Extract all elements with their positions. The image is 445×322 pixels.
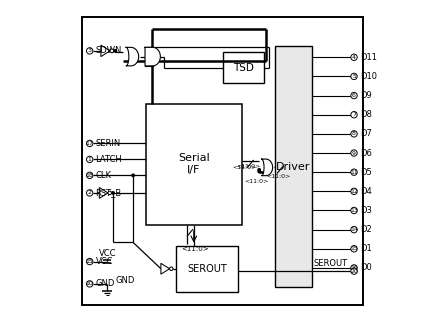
Text: 7: 7 xyxy=(352,112,356,117)
Circle shape xyxy=(351,268,357,274)
Text: SDWN: SDWN xyxy=(95,46,122,55)
Text: SEROUT: SEROUT xyxy=(313,259,348,268)
Text: <11:0>: <11:0> xyxy=(266,175,290,179)
Text: 5: 5 xyxy=(352,74,356,79)
Polygon shape xyxy=(101,45,110,57)
Circle shape xyxy=(351,111,357,118)
Polygon shape xyxy=(145,47,160,66)
Text: VCC: VCC xyxy=(95,257,113,266)
Text: 12: 12 xyxy=(350,189,358,194)
Text: SEROUT: SEROUT xyxy=(187,264,227,274)
Text: 4: 4 xyxy=(352,55,356,60)
Circle shape xyxy=(111,191,115,195)
Text: D2: D2 xyxy=(360,225,372,234)
Text: 15: 15 xyxy=(350,246,358,251)
Circle shape xyxy=(108,191,111,195)
Text: 2: 2 xyxy=(88,190,92,195)
Text: 16: 16 xyxy=(350,265,358,270)
Text: D1: D1 xyxy=(360,244,372,253)
Circle shape xyxy=(86,172,93,179)
Text: TSD: TSD xyxy=(233,62,254,73)
Bar xyxy=(146,104,242,225)
Text: 10: 10 xyxy=(86,281,93,286)
Circle shape xyxy=(86,258,93,265)
Circle shape xyxy=(351,207,357,214)
Text: 18: 18 xyxy=(86,173,93,178)
Circle shape xyxy=(86,140,93,147)
Text: D4: D4 xyxy=(360,187,372,196)
Text: GND: GND xyxy=(95,279,115,289)
Text: D11: D11 xyxy=(360,53,377,62)
Text: D3: D3 xyxy=(360,206,372,215)
Circle shape xyxy=(351,150,357,156)
Text: <11:0>: <11:0> xyxy=(237,164,261,169)
Text: <11:0>: <11:0> xyxy=(232,165,256,170)
Text: 3: 3 xyxy=(88,48,92,53)
Text: D7: D7 xyxy=(360,129,372,138)
Text: 1: 1 xyxy=(88,157,92,162)
Circle shape xyxy=(86,190,93,196)
Text: D6: D6 xyxy=(360,148,372,157)
Circle shape xyxy=(351,169,357,175)
Text: <11:0>: <11:0> xyxy=(245,179,269,184)
Text: D8: D8 xyxy=(360,110,372,119)
Circle shape xyxy=(351,226,357,233)
Circle shape xyxy=(351,54,357,61)
Circle shape xyxy=(170,267,173,270)
Text: Driver: Driver xyxy=(276,162,311,172)
Text: 8: 8 xyxy=(352,131,356,136)
Circle shape xyxy=(110,49,114,53)
Text: <11:0>: <11:0> xyxy=(182,246,209,252)
Text: D0: D0 xyxy=(360,263,372,272)
Text: GND: GND xyxy=(115,276,135,285)
Bar xyxy=(222,52,264,83)
Circle shape xyxy=(351,188,357,194)
Text: LATCH: LATCH xyxy=(95,155,122,164)
Circle shape xyxy=(257,170,261,174)
Text: CLK: CLK xyxy=(95,171,111,180)
Text: 14: 14 xyxy=(350,227,358,232)
Text: 11: 11 xyxy=(350,170,358,175)
Circle shape xyxy=(351,131,357,137)
Polygon shape xyxy=(262,159,273,176)
Circle shape xyxy=(257,168,261,172)
Circle shape xyxy=(86,156,93,163)
Circle shape xyxy=(351,246,357,252)
Circle shape xyxy=(131,174,135,177)
Text: D5: D5 xyxy=(360,168,372,177)
Text: 6: 6 xyxy=(352,93,356,98)
Text: RST_B: RST_B xyxy=(95,188,121,197)
Text: Serial
I/F: Serial I/F xyxy=(178,153,210,175)
Circle shape xyxy=(351,265,357,271)
Text: 15: 15 xyxy=(86,259,93,264)
Circle shape xyxy=(351,92,357,99)
Circle shape xyxy=(86,281,93,287)
Text: 17: 17 xyxy=(86,141,93,146)
Text: SERIN: SERIN xyxy=(95,139,121,148)
Bar xyxy=(82,17,363,305)
Circle shape xyxy=(113,49,117,53)
Text: 9: 9 xyxy=(352,150,356,156)
Polygon shape xyxy=(99,187,108,198)
Text: 13: 13 xyxy=(350,208,358,213)
Bar xyxy=(176,246,239,292)
Bar xyxy=(275,46,312,287)
Polygon shape xyxy=(126,47,139,66)
Circle shape xyxy=(86,48,93,54)
Text: VCC: VCC xyxy=(98,249,116,258)
Text: D9: D9 xyxy=(360,91,372,100)
Text: 20: 20 xyxy=(350,269,358,274)
Circle shape xyxy=(351,73,357,80)
Polygon shape xyxy=(161,263,170,274)
Text: D10: D10 xyxy=(360,72,377,81)
